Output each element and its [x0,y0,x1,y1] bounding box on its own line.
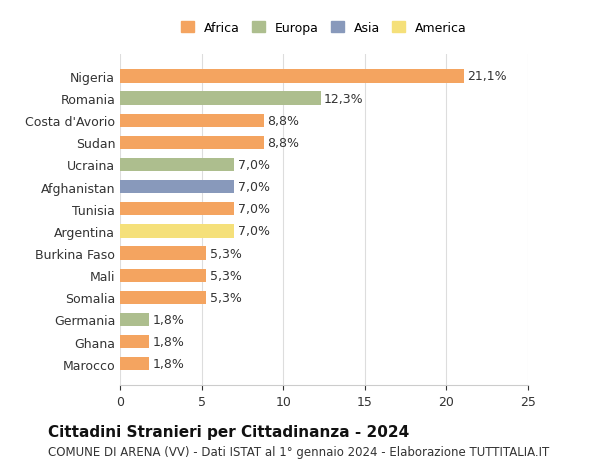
Text: 5,3%: 5,3% [210,247,242,260]
Bar [120,313,149,326]
Bar [120,92,321,106]
Text: 7,0%: 7,0% [238,225,269,238]
Text: 1,8%: 1,8% [152,336,185,348]
Text: 8,8%: 8,8% [267,136,299,150]
Text: 21,1%: 21,1% [467,70,507,83]
Bar [120,225,234,238]
Bar [120,269,206,282]
Text: 7,0%: 7,0% [238,159,269,172]
Bar [120,180,234,194]
Bar [120,70,464,84]
Text: 8,8%: 8,8% [267,114,299,128]
Bar [120,291,206,304]
Text: 1,8%: 1,8% [152,313,185,326]
Text: Cittadini Stranieri per Cittadinanza - 2024: Cittadini Stranieri per Cittadinanza - 2… [48,425,409,440]
Bar [120,202,234,216]
Text: 5,3%: 5,3% [210,269,242,282]
Text: 5,3%: 5,3% [210,291,242,304]
Bar [120,136,263,150]
Text: 7,0%: 7,0% [238,181,269,194]
Text: COMUNE DI ARENA (VV) - Dati ISTAT al 1° gennaio 2024 - Elaborazione TUTTITALIA.I: COMUNE DI ARENA (VV) - Dati ISTAT al 1° … [48,445,549,458]
Text: 1,8%: 1,8% [152,358,185,370]
Bar [120,114,263,128]
Bar [120,158,234,172]
Bar [120,247,206,260]
Text: 12,3%: 12,3% [324,92,364,105]
Bar [120,335,149,348]
Bar [120,357,149,370]
Legend: Africa, Europa, Asia, America: Africa, Europa, Asia, America [178,18,470,39]
Text: 7,0%: 7,0% [238,203,269,216]
